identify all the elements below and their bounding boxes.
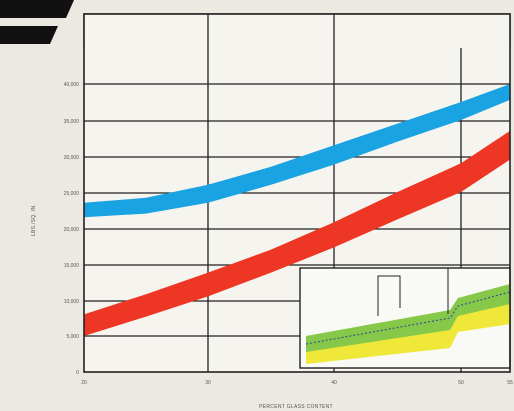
inset-detail: [299, 267, 511, 369]
x-tick-label: 20: [81, 380, 87, 386]
y-tick-label: 5,000: [66, 334, 79, 340]
logo-stripe-upper: [0, 0, 74, 18]
band-blue: [84, 84, 510, 218]
plot-frame: [83, 13, 511, 373]
logo-mark: [0, 0, 74, 44]
y-tick-label: 40,000: [64, 82, 80, 88]
x-axis-title: PERCENT GLASS CONTENT: [259, 404, 333, 410]
inset-bracket: [377, 275, 401, 316]
logo-stripe-lower: [0, 26, 58, 44]
y-tick-label: 25,000: [64, 191, 80, 197]
y-axis-title: LBS./SQ. IN.: [31, 204, 37, 236]
inset-green-layer: [306, 284, 510, 352]
x-tick-label: 30: [205, 380, 211, 386]
x-tick-label: 50: [458, 380, 464, 386]
x-tick-label: 40: [331, 380, 337, 386]
x-tick-labels: 20 30 40 50 55: [81, 380, 513, 386]
y-tick-labels: 0 5,000 10,000 15,000 20,000 25,000 30,000 35,0…: [64, 82, 80, 376]
inset-dash-line: [305, 291, 511, 345]
y-tick-label: 30,000: [64, 155, 80, 161]
y-tick-label: 35,000: [64, 119, 80, 125]
band-red: [84, 130, 510, 336]
y-tick-label: 0: [76, 370, 79, 376]
data-bands: [84, 84, 510, 336]
y-tick-label: 20,000: [64, 227, 80, 233]
y-tick-label: 15,000: [64, 263, 80, 269]
x-tick-label: 55: [507, 380, 513, 386]
y-tick-label: 10,000: [64, 299, 80, 305]
plot-border: [83, 13, 511, 373]
